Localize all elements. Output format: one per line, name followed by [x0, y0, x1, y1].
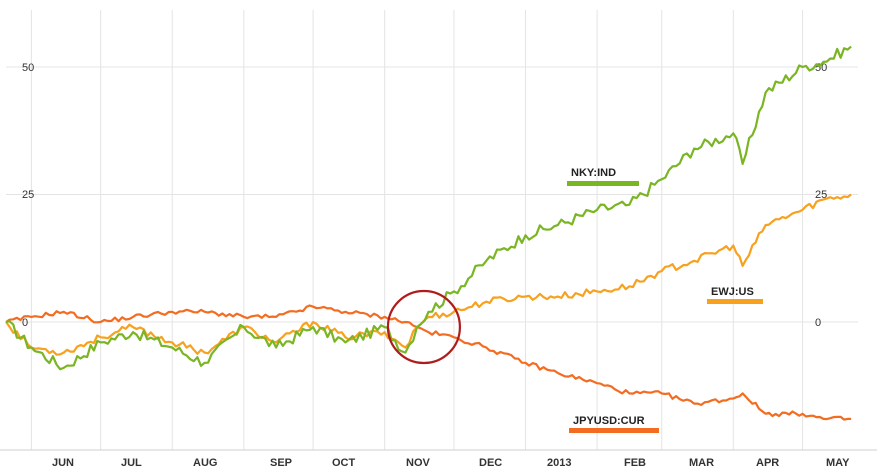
annotation-circle	[386, 289, 462, 365]
legend-label-ewj: EWJ:US	[711, 286, 754, 298]
x-tick-feb: FEB	[624, 457, 646, 469]
legend-swatch-nky	[567, 181, 639, 186]
y-axis-left: 0 25 50	[22, 62, 34, 329]
y-tick-left-0: 0	[22, 317, 28, 329]
x-tick-oct: OCT	[332, 457, 356, 469]
y-tick-right-0: 0	[815, 317, 821, 329]
x-tick-nov: NOV	[406, 457, 431, 469]
series-line-jpyusd	[5, 304, 852, 421]
series-line-ewj	[5, 193, 852, 356]
x-tick-2013: 2013	[547, 457, 571, 469]
legend-item-nky: NKY:IND	[567, 167, 639, 186]
x-tick-mar: MAR	[689, 457, 714, 469]
grid	[0, 10, 877, 451]
x-axis: JUN JUL AUG SEP OCT NOV DEC 2013 FEB MAR…	[52, 457, 850, 469]
y-tick-left-25: 25	[22, 189, 34, 201]
x-tick-may: MAY	[826, 457, 850, 469]
legend: NKY:IND EWJ:US JPYUSD:CUR	[567, 167, 763, 433]
series-line-nky	[5, 45, 852, 371]
legend-swatch-ewj	[707, 299, 763, 304]
legend-label-jpy: JPYUSD:CUR	[573, 415, 645, 427]
y-tick-left-50: 50	[22, 62, 34, 74]
x-tick-jun: JUN	[52, 457, 74, 469]
series-lines	[5, 45, 852, 421]
x-tick-dec: DEC	[479, 457, 502, 469]
y-axis-right: 0 25 50	[815, 62, 827, 329]
legend-item-jpy: JPYUSD:CUR	[569, 415, 659, 433]
x-tick-aug: AUG	[193, 457, 217, 469]
legend-item-ewj: EWJ:US	[707, 286, 763, 304]
x-tick-jul: JUL	[121, 457, 142, 469]
y-tick-right-25: 25	[815, 189, 827, 201]
x-tick-sep: SEP	[270, 457, 292, 469]
legend-label-nky: NKY:IND	[571, 167, 616, 179]
x-tick-apr: APR	[756, 457, 779, 469]
legend-swatch-jpy	[569, 428, 659, 433]
